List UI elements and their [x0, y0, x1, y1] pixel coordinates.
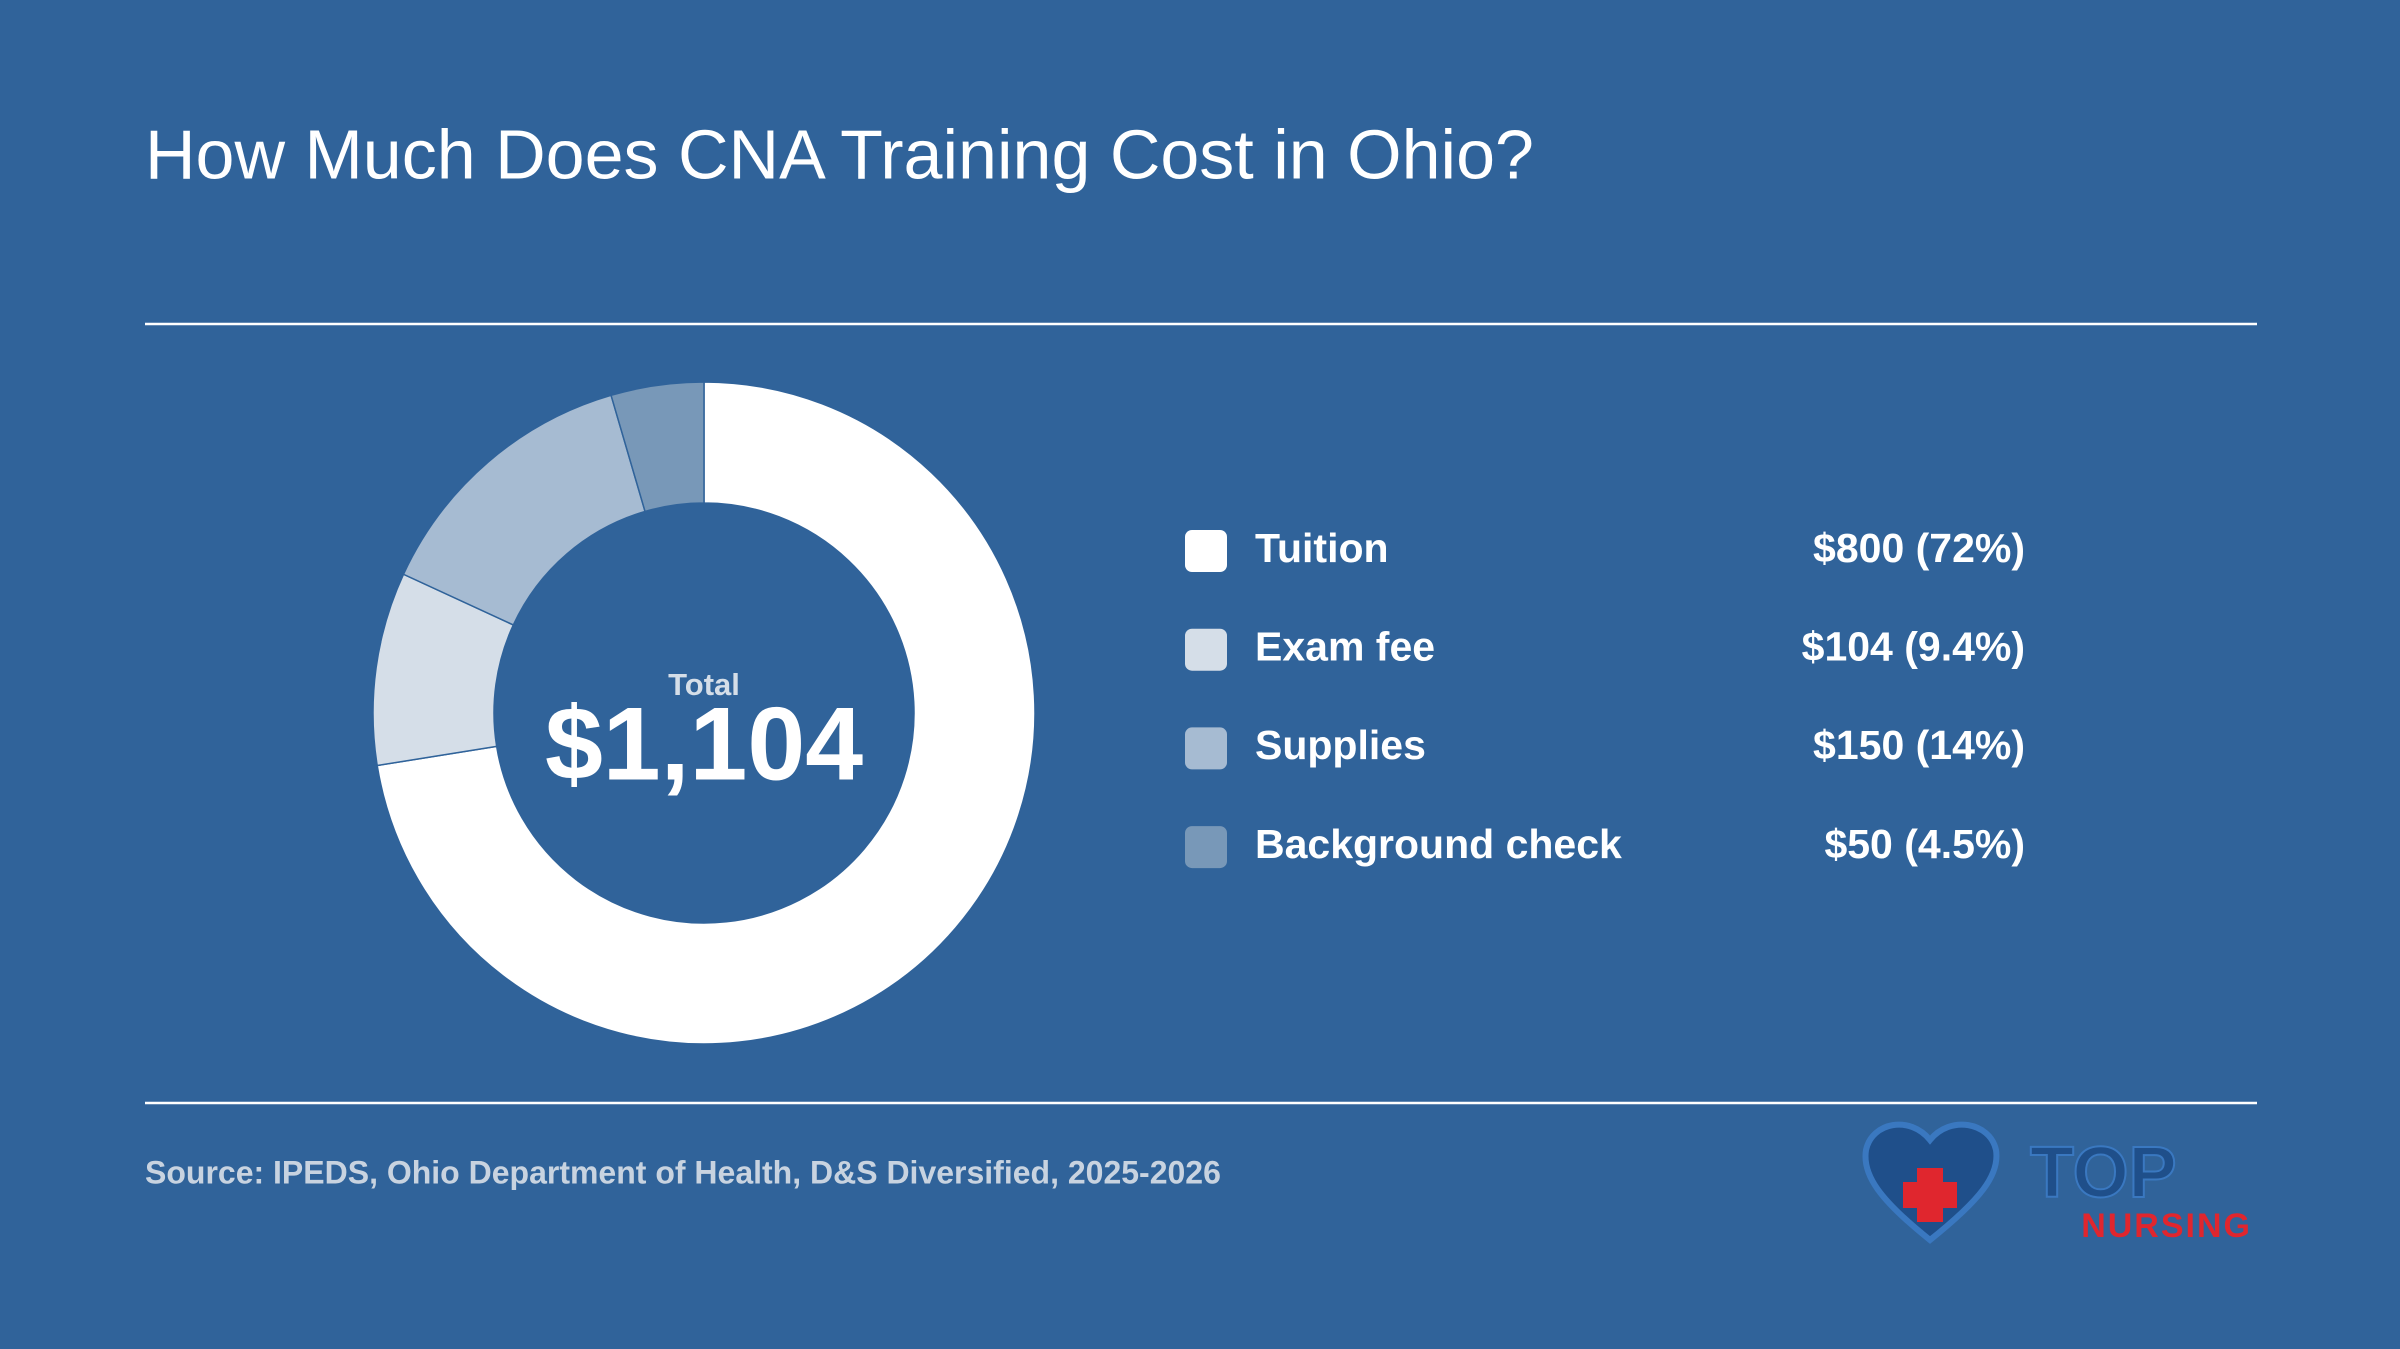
center-total: $1,104 — [545, 686, 863, 802]
legend-label: Background check — [1255, 821, 1622, 867]
center-caption: Total — [668, 667, 740, 702]
legend: Tuition $800 (72%) Exam fee $104 (9.4%) Supp… — [1185, 525, 2025, 869]
chart-title: How Much Does CNA Training Cost in Ohio? — [145, 115, 1534, 193]
legend-swatch — [1185, 826, 1227, 869]
value-label: $150 (14%) — [1813, 722, 2025, 768]
legend-swatch — [1185, 628, 1227, 671]
legend-swatch — [1185, 727, 1227, 770]
logo-top: TOP — [2030, 1133, 2177, 1213]
value-label: $800 (72%) — [1813, 525, 2025, 571]
donut-segment — [376, 381, 1036, 1045]
source: Source: IPEDS, Ohio Department of Health… — [145, 1154, 1221, 1190]
legend-label: Supplies — [1255, 722, 1426, 768]
logo-bottom: NURSING — [2081, 1207, 2252, 1245]
value-label: $50 (4.5%) — [1824, 821, 2025, 867]
donut-segment — [610, 381, 705, 513]
logo-cross — [1903, 1182, 1957, 1208]
value-label: $104 (9.4%) — [1802, 624, 2025, 670]
legend-label: Exam fee — [1255, 624, 1435, 670]
legend-label: Tuition — [1255, 525, 1389, 571]
logo: TOP NURSING — [1862, 1121, 2252, 1245]
donut — [372, 381, 1036, 1045]
legend-swatch — [1185, 530, 1227, 572]
